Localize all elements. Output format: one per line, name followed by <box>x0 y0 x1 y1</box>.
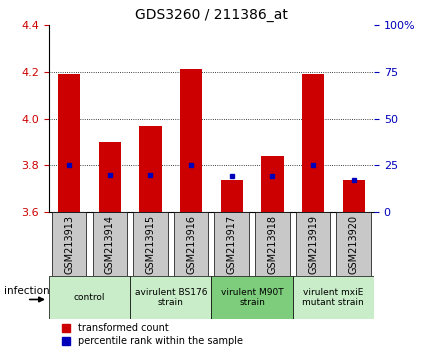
Text: GSM213918: GSM213918 <box>267 215 278 274</box>
Bar <box>302 74 324 212</box>
Bar <box>139 126 162 212</box>
Text: GSM213917: GSM213917 <box>227 215 237 274</box>
Text: GSM213920: GSM213920 <box>348 215 359 274</box>
Text: control: control <box>74 293 105 302</box>
Bar <box>221 179 243 212</box>
Bar <box>52 212 86 276</box>
Bar <box>130 276 211 319</box>
Bar <box>215 212 249 276</box>
Bar <box>296 212 330 276</box>
Text: GSM213915: GSM213915 <box>145 215 156 274</box>
Bar <box>99 142 121 212</box>
Legend: transformed count, percentile rank within the sample: transformed count, percentile rank withi… <box>62 324 243 346</box>
Bar <box>180 69 202 212</box>
Bar <box>174 212 208 276</box>
Title: GDS3260 / 211386_at: GDS3260 / 211386_at <box>135 8 288 22</box>
Bar <box>49 276 130 319</box>
Text: virulent mxiE
mutant strain: virulent mxiE mutant strain <box>303 288 364 307</box>
Bar <box>337 212 371 276</box>
Text: virulent M90T
strain: virulent M90T strain <box>221 288 283 307</box>
Text: infection: infection <box>4 286 50 296</box>
Bar <box>211 276 293 319</box>
Bar <box>58 74 80 212</box>
Bar <box>133 212 168 276</box>
Text: GSM213916: GSM213916 <box>186 215 196 274</box>
Bar <box>293 276 374 319</box>
Text: GSM213919: GSM213919 <box>308 215 318 274</box>
Text: GSM213914: GSM213914 <box>105 215 115 274</box>
Text: avirulent BS176
strain: avirulent BS176 strain <box>135 288 207 307</box>
Bar <box>261 156 283 212</box>
Bar <box>93 212 127 276</box>
Text: GSM213913: GSM213913 <box>64 215 74 274</box>
Bar <box>255 212 290 276</box>
Bar <box>343 179 365 212</box>
